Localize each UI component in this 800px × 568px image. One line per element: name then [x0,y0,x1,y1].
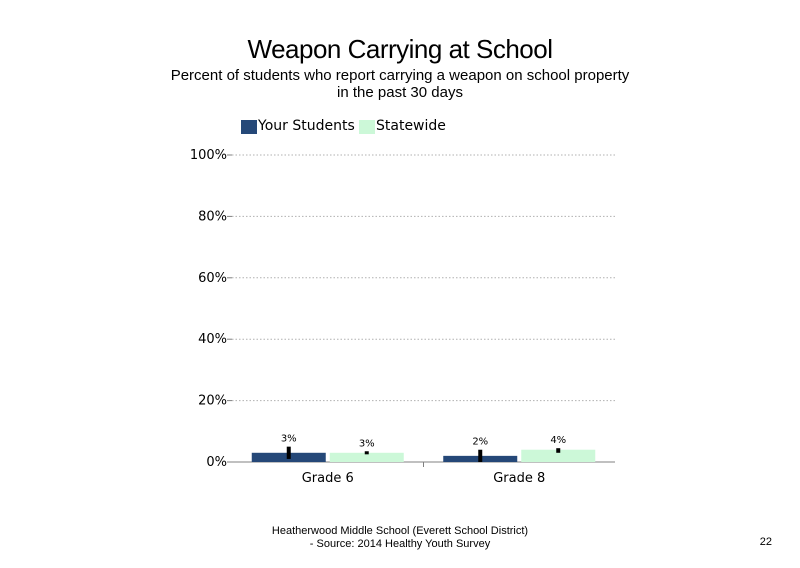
data-label: 4% [550,435,566,446]
y-tick-label: 40% [198,332,227,347]
y-tick-label: 0% [206,455,227,470]
chart-title: Weapon Carrying at School [247,34,553,64]
y-tick-label: 80% [198,209,227,224]
legend-swatch-your-students [241,120,257,134]
data-label: 3% [281,434,297,445]
legend-swatch-statewide [359,120,375,134]
bar [329,452,404,462]
chart-subtitle: Percent of students who report carrying … [170,67,630,101]
x-category-label: Grade 6 [302,471,354,486]
legend-label-statewide: Statewide [376,118,446,134]
page-number: 22 [759,536,772,548]
y-tick-label: 20% [198,394,227,409]
y-tick-label: 100% [190,148,227,163]
footer-line-1: Heatherwood Middle School (Everett Schoo… [271,525,529,537]
legend-label-your-students: Your Students [258,118,355,134]
data-label: 2% [472,437,488,448]
y-tick-label: 60% [198,271,227,286]
data-label: 3% [359,438,375,449]
footer-line-2: - Source: 2014 Healthy Youth Survey [309,538,491,550]
bar [521,449,596,462]
footer-source: Heatherwood Middle School (Everett Schoo… [250,525,550,551]
x-category-label: Grade 8 [493,471,545,486]
